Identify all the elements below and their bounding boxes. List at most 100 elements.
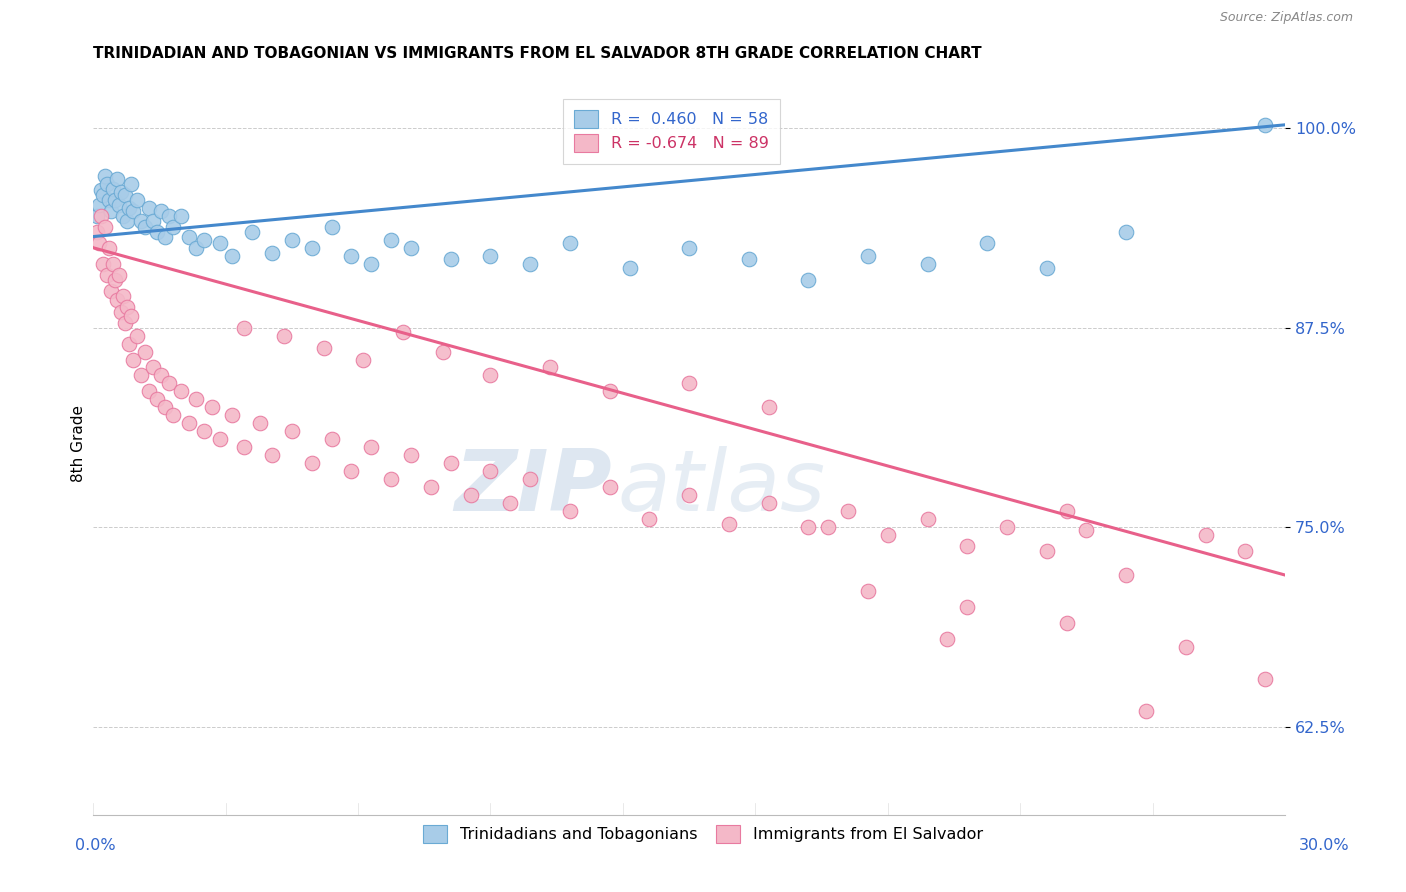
Point	[837, 504, 859, 518]
Point	[193, 425, 215, 439]
Point	[1035, 544, 1057, 558]
Point	[115, 300, 138, 314]
Point	[976, 235, 998, 250]
Point	[138, 201, 160, 215]
Point	[100, 204, 122, 219]
Point	[440, 456, 463, 470]
Point	[817, 520, 839, 534]
Point	[260, 245, 283, 260]
Point	[94, 169, 117, 183]
Point	[519, 257, 541, 271]
Point	[108, 197, 131, 211]
Point	[153, 401, 176, 415]
Point	[1254, 118, 1277, 132]
Point	[352, 352, 374, 367]
Point	[201, 401, 224, 415]
Point	[129, 368, 152, 383]
Point	[1174, 640, 1197, 654]
Point	[876, 528, 898, 542]
Point	[1056, 615, 1078, 630]
Point	[249, 417, 271, 431]
Point	[558, 235, 581, 250]
Point	[558, 504, 581, 518]
Point	[101, 257, 124, 271]
Point	[221, 249, 243, 263]
Text: TRINIDADIAN AND TOBAGONIAN VS IMMIGRANTS FROM EL SALVADOR 8TH GRADE CORRELATION : TRINIDADIAN AND TOBAGONIAN VS IMMIGRANTS…	[93, 46, 981, 62]
Point	[91, 257, 114, 271]
Point	[678, 488, 700, 502]
Point	[956, 539, 979, 553]
Point	[125, 328, 148, 343]
Point	[110, 185, 132, 199]
Point	[312, 342, 335, 356]
Point	[104, 273, 127, 287]
Point	[956, 599, 979, 614]
Point	[1254, 672, 1277, 686]
Point	[440, 252, 463, 266]
Point	[157, 376, 180, 391]
Point	[100, 284, 122, 298]
Point	[105, 172, 128, 186]
Point	[186, 392, 208, 407]
Point	[1135, 704, 1157, 718]
Point	[186, 241, 208, 255]
Point	[233, 320, 256, 334]
Point	[599, 384, 621, 399]
Point	[86, 225, 108, 239]
Point	[138, 384, 160, 399]
Legend: R =  0.460   N = 58, R = -0.674   N = 89: R = 0.460 N = 58, R = -0.674 N = 89	[562, 99, 780, 163]
Point	[301, 241, 323, 255]
Point	[281, 425, 304, 439]
Text: Source: ZipAtlas.com: Source: ZipAtlas.com	[1219, 11, 1353, 23]
Point	[209, 235, 232, 250]
Point	[122, 204, 145, 219]
Point	[273, 328, 295, 343]
Point	[499, 496, 522, 510]
Point	[177, 417, 200, 431]
Point	[479, 464, 502, 478]
Point	[94, 219, 117, 234]
Point	[240, 225, 263, 239]
Point	[105, 293, 128, 308]
Point	[380, 233, 402, 247]
Point	[340, 464, 363, 478]
Point	[619, 261, 641, 276]
Point	[392, 326, 415, 340]
Point	[115, 213, 138, 227]
Point	[89, 235, 111, 250]
Point	[360, 440, 382, 454]
Point	[142, 360, 165, 375]
Point	[233, 440, 256, 454]
Point	[209, 433, 232, 447]
Point	[1035, 261, 1057, 276]
Point	[460, 488, 482, 502]
Point	[111, 209, 134, 223]
Point	[995, 520, 1018, 534]
Point	[599, 480, 621, 494]
Point	[432, 344, 454, 359]
Point	[419, 480, 441, 494]
Legend: Trinidadians and Tobagonians, Immigrants from El Salvador: Trinidadians and Tobagonians, Immigrants…	[413, 815, 993, 853]
Point	[1115, 225, 1137, 239]
Point	[118, 336, 141, 351]
Point	[221, 409, 243, 423]
Point	[169, 384, 191, 399]
Point	[1056, 504, 1078, 518]
Point	[122, 352, 145, 367]
Point	[153, 229, 176, 244]
Point	[157, 209, 180, 223]
Point	[1115, 568, 1137, 582]
Point	[134, 219, 156, 234]
Point	[149, 204, 172, 219]
Point	[149, 368, 172, 383]
Point	[90, 209, 112, 223]
Point	[86, 209, 108, 223]
Point	[638, 512, 661, 526]
Point	[399, 448, 422, 462]
Point	[738, 252, 761, 266]
Point	[98, 193, 121, 207]
Point	[758, 401, 780, 415]
Point	[169, 209, 191, 223]
Text: ZIP: ZIP	[454, 446, 612, 529]
Point	[917, 512, 939, 526]
